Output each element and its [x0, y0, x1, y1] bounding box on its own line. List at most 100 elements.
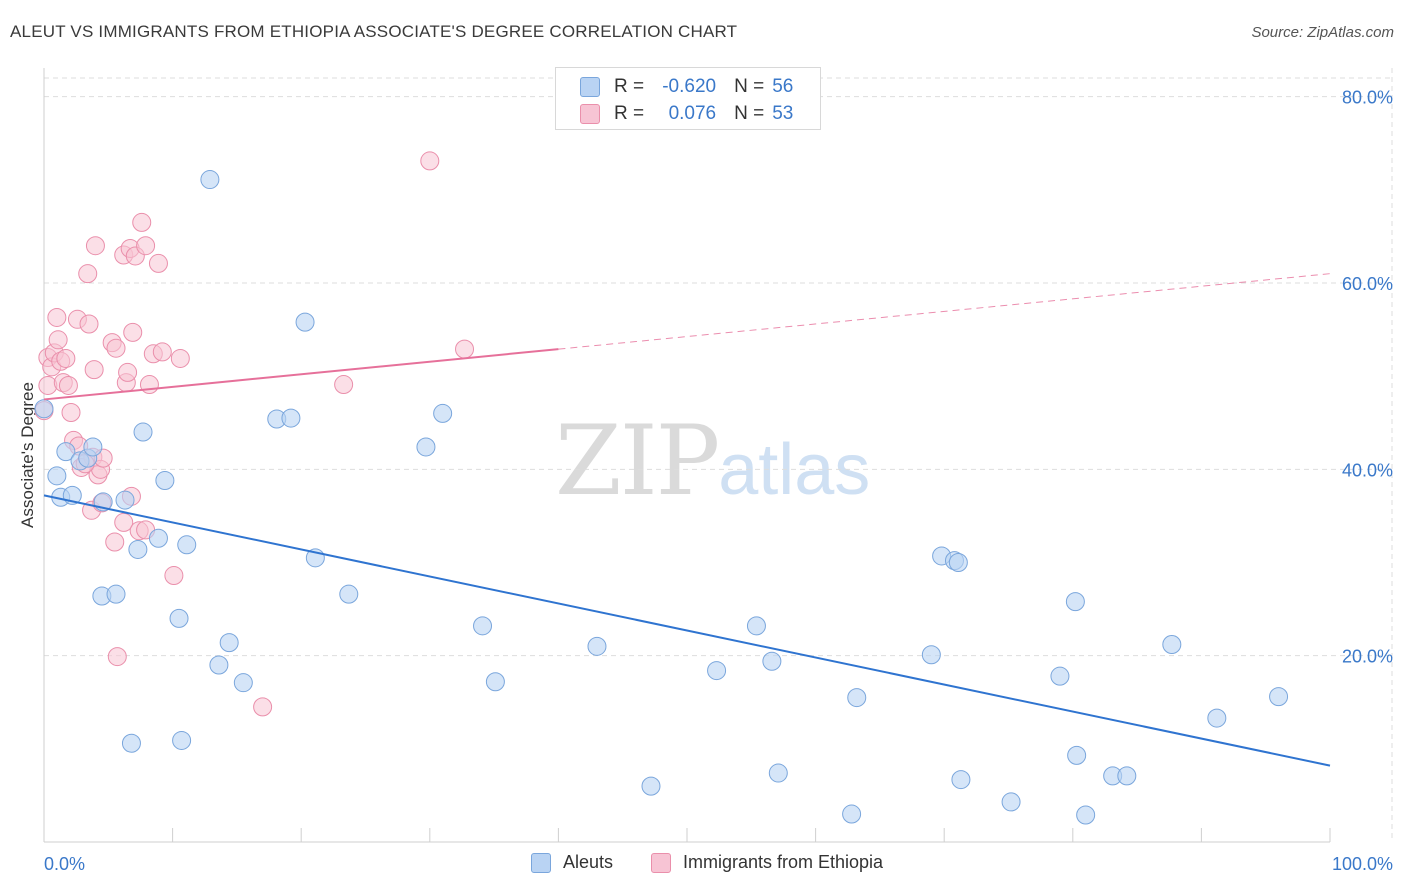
- legend-row-ethiopia: R = 0.076 N = 53: [580, 103, 793, 125]
- source-label: Source: ZipAtlas.com: [1251, 24, 1394, 41]
- ethiopia-point: [107, 647, 127, 667]
- aleuts-point: [115, 490, 135, 510]
- aleuts-point: [155, 470, 175, 490]
- correlation-legend: R = -0.620 N = 56 R = 0.076 N = 53: [555, 67, 821, 130]
- ethiopia-point: [148, 253, 168, 273]
- ethiopia-point: [253, 697, 273, 717]
- ethiopia-point: [139, 375, 159, 395]
- tick-labels: 20.0% 40.0% 60.0% 80.0% 0.0% 100.0%: [44, 88, 1393, 874]
- watermark: ZIPatlas: [555, 405, 870, 517]
- aleuts-point: [1076, 805, 1096, 825]
- legend-swatch-aleuts: [531, 852, 551, 873]
- legend-label-ethiopia: Immigrants from Ethiopia: [683, 852, 884, 872]
- ethiopia-point: [334, 375, 354, 395]
- ethiopia-point: [170, 348, 190, 368]
- ethiopia-point: [79, 314, 99, 334]
- chart-title: ALEUT VS IMMIGRANTS FROM ETHIOPIA ASSOCI…: [10, 22, 738, 41]
- ethiopia-point: [114, 512, 134, 532]
- aleuts-point: [485, 672, 505, 692]
- watermark-zip: ZIP: [555, 405, 720, 517]
- aleuts-point: [47, 466, 67, 486]
- aleuts-point: [473, 616, 493, 636]
- aleuts-point: [281, 408, 301, 428]
- x-tick-label: 0.0%: [44, 854, 85, 874]
- aleuts-point: [433, 403, 453, 423]
- ethiopia-point: [105, 532, 125, 552]
- aleuts-point: [128, 539, 148, 559]
- ethiopia-point: [58, 375, 78, 395]
- aleuts-point: [416, 437, 436, 457]
- trend-lines: [43, 273, 1331, 767]
- ethiopia-point: [78, 264, 98, 284]
- x-tick-label: 100.0%: [1332, 854, 1393, 874]
- legend-n-value-aleuts: 56: [772, 76, 794, 97]
- ethiopia-point: [132, 212, 152, 232]
- aleuts-point: [219, 633, 239, 653]
- aleuts-point: [1067, 745, 1087, 765]
- series-legend: Aleuts Immigrants from Ethiopia: [0, 850, 1406, 880]
- aleuts-point: [1269, 687, 1289, 707]
- y-tick-label: 20.0%: [1342, 647, 1393, 667]
- aleuts-point: [847, 688, 867, 708]
- aleuts-point: [233, 673, 253, 693]
- legend-n-value-ethiopia: 53: [772, 103, 794, 124]
- ethiopia-point: [61, 402, 81, 422]
- aleuts-point: [106, 584, 126, 604]
- aleuts-point: [177, 535, 197, 555]
- aleuts-point: [587, 636, 607, 656]
- ethiopia-trend-line-dashed: [558, 273, 1331, 350]
- ethiopia-point: [85, 236, 105, 256]
- ethiopia-point: [47, 307, 67, 327]
- aleuts-point: [921, 645, 941, 665]
- legend-r-value-aleuts: -0.620: [662, 76, 717, 97]
- legend-item-aleuts[interactable]: Aleuts: [531, 852, 613, 873]
- aleuts-point: [1117, 766, 1137, 786]
- aleuts-point: [948, 552, 968, 572]
- aleuts-point: [842, 804, 862, 824]
- aleuts-point: [133, 422, 153, 442]
- aleuts-point: [169, 608, 189, 628]
- legend-n-label: N =: [734, 103, 765, 124]
- ethiopia-point: [56, 348, 76, 368]
- aleuts-point: [295, 312, 315, 332]
- legend-swatch-ethiopia: [580, 104, 600, 124]
- aleuts-point: [951, 770, 971, 790]
- ethiopia-point: [48, 330, 68, 350]
- legend-item-ethiopia[interactable]: Immigrants from Ethiopia: [651, 852, 883, 873]
- aleuts-point: [172, 730, 192, 750]
- ethiopia-point: [164, 566, 184, 586]
- aleuts-point: [641, 776, 661, 796]
- legend-n-label: N =: [734, 76, 765, 97]
- ethiopia-point: [84, 360, 104, 380]
- aleuts-point: [1207, 708, 1227, 728]
- aleuts-point: [707, 661, 727, 681]
- aleuts-point: [148, 528, 168, 548]
- aleuts-point: [768, 763, 788, 783]
- aleuts-point: [209, 655, 229, 675]
- axes: [43, 68, 1331, 843]
- series-ethiopia: [34, 151, 475, 717]
- aleuts-point: [762, 651, 782, 671]
- ethiopia-point: [136, 236, 156, 256]
- legend-swatch-aleuts: [580, 77, 600, 97]
- legend-r-label: R =: [614, 76, 645, 97]
- legend-swatch-ethiopia: [651, 852, 671, 873]
- ethiopia-point: [152, 342, 172, 362]
- ethiopia-point: [118, 362, 138, 382]
- aleuts-point: [34, 399, 54, 419]
- legend-r-value-ethiopia: 0.076: [668, 103, 717, 124]
- aleuts-trend-line: [43, 494, 1331, 767]
- aleuts-point: [1050, 666, 1070, 686]
- aleuts-point: [121, 733, 141, 753]
- ethiopia-point: [106, 338, 126, 358]
- aleuts-point: [83, 437, 103, 457]
- legend-row-aleuts: R = -0.620 N = 56: [580, 76, 793, 98]
- aleuts-point: [200, 170, 220, 190]
- aleuts-point: [1065, 592, 1085, 612]
- watermark-atlas: atlas: [718, 430, 871, 510]
- ethiopia-point: [455, 339, 475, 359]
- aleuts-point: [746, 616, 766, 636]
- ethiopia-trend-line: [43, 348, 559, 401]
- legend-r-label: R =: [614, 103, 645, 124]
